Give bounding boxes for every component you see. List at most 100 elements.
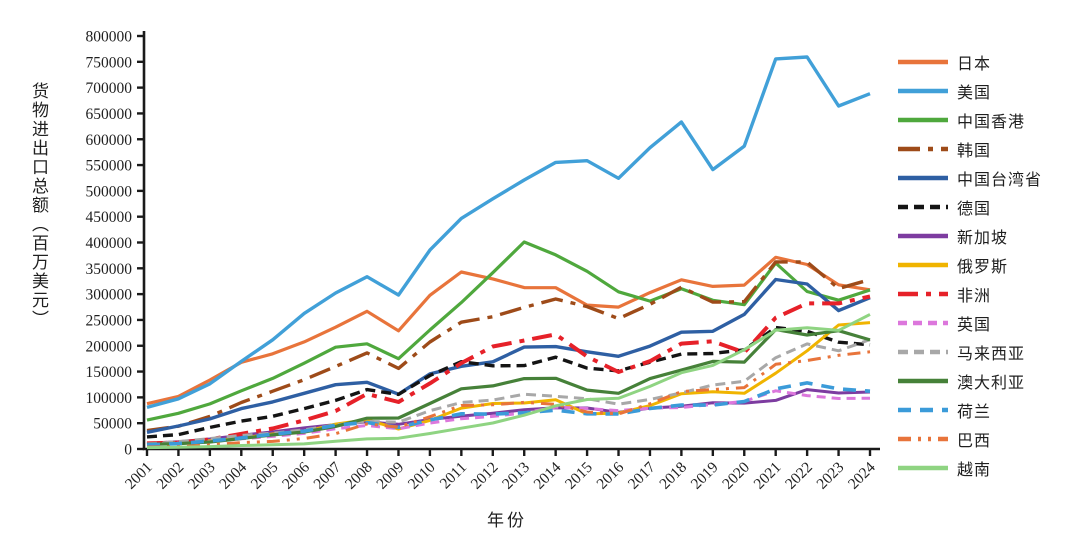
x-tick-label: 2018 [656,459,690,493]
x-tick-label: 2017 [625,459,659,493]
series-line [146,328,871,446]
legend-item: 德国 [898,192,1042,221]
x-tick-label: 2015 [562,459,596,493]
legend: 日本美国中国香港韩国中国台湾省德国新加坡俄罗斯非洲英国马来西亚澳大利亚荷兰巴西越… [898,47,1042,482]
y-tick-label: 500000 [86,183,133,200]
x-tick-label: 2024 [845,459,879,493]
legend-item: 澳大利亚 [898,366,1042,395]
legend-label: 巴西 [957,432,992,450]
legend-item: 俄罗斯 [898,250,1042,279]
legend-label: 澳大利亚 [957,374,1026,392]
series-line [146,381,871,447]
y-tick-label: 200000 [86,338,133,355]
series-line [146,325,871,439]
legend-swatch-line [898,88,948,93]
x-tick-label: 2003 [185,459,219,493]
series-line [146,277,871,434]
y-tick-label: 0 [124,442,132,459]
legend-swatch-line [898,378,948,383]
series-line [146,350,871,449]
legend-item: 巴西 [898,424,1042,453]
legend-swatch-line [898,175,948,180]
series-line [146,294,871,446]
legend-swatch-line [898,465,948,470]
legend-label: 俄罗斯 [957,258,1009,276]
series-line [146,260,871,433]
legend-swatch-line [898,59,948,64]
legend-label: 英国 [957,316,992,334]
legend-label: 美国 [957,84,992,102]
legend-item: 韩国 [898,134,1042,163]
legend-swatch-line [898,349,948,354]
x-tick-label: 2005 [248,459,282,493]
y-tick-label: 800000 [86,29,133,46]
x-tick-label: 2016 [593,459,627,493]
x-tick-label: 2012 [468,459,502,493]
y-tick-label: 250000 [86,312,133,329]
legend-label: 荷兰 [957,403,992,421]
legend-swatch-line [898,233,948,238]
series-line [146,313,871,450]
x-tick-label: 2023 [813,459,847,493]
y-tick-label: 350000 [86,261,133,278]
legend-label: 德国 [957,200,992,218]
legend-item: 新加坡 [898,221,1042,250]
legend-label: 非洲 [957,287,992,305]
legend-label: 中国香港 [957,113,1026,131]
x-tick-label: 2006 [279,459,313,493]
legend-item: 美国 [898,76,1042,105]
y-tick-label: 600000 [86,132,133,149]
y-tick-label: 300000 [86,287,133,304]
x-tick-label: 2021 [751,459,785,493]
x-tick-label: 2020 [719,459,753,493]
legend-swatch-line [898,320,948,325]
x-tick-label: 2013 [499,459,533,493]
legend-swatch-line [898,407,948,412]
legend-item: 中国台湾省 [898,163,1042,192]
y-tick-label: 650000 [86,106,133,123]
x-tick-label: 2014 [531,459,565,493]
y-tick-label: 100000 [86,390,133,407]
y-tick-label: 50000 [93,416,132,433]
legend-label: 新加坡 [957,229,1009,247]
legend-swatch-line [898,146,948,151]
legend-item: 荷兰 [898,395,1042,424]
legend-swatch-line [898,117,948,122]
x-tick-label: 2007 [310,459,344,493]
x-tick-label: 2011 [437,459,471,493]
x-tick-label: 2001 [122,459,156,493]
x-tick-label: 2022 [782,459,816,493]
x-tick-label: 2008 [342,459,376,493]
legend-swatch-line [898,204,948,209]
x-tick-label: 2009 [373,459,407,493]
legend-item: 中国香港 [898,105,1042,134]
x-tick-label: 2004 [216,459,250,493]
legend-swatch-line [898,436,948,441]
legend-item: 英国 [898,308,1042,337]
legend-item: 日本 [898,47,1042,76]
series-line [146,255,871,406]
y-tick-label: 750000 [86,54,133,71]
x-tick-label: 2019 [688,459,722,493]
y-tick-label: 550000 [86,158,133,175]
x-axis-title: 年份 [487,511,527,530]
y-tick-label: 450000 [86,209,133,226]
legend-label: 马来西亚 [957,345,1026,363]
legend-item: 非洲 [898,279,1042,308]
legend-item: 马来西亚 [898,337,1042,366]
y-tick-label: 700000 [86,80,133,97]
legend-label: 越南 [957,461,992,479]
y-tick-label: 400000 [86,235,133,252]
legend-label: 中国台湾省 [957,171,1043,189]
legend-item: 越南 [898,453,1042,482]
x-tick-label: 2002 [153,459,187,493]
legend-swatch-line [898,262,948,267]
y-tick-label: 150000 [86,364,133,381]
series-line [146,55,871,410]
legend-label: 韩国 [957,142,992,160]
y-axis-title: 货物进出口总额（百万美元） [29,82,48,329]
legend-swatch-line [898,291,948,296]
legend-label: 日本 [957,55,992,73]
